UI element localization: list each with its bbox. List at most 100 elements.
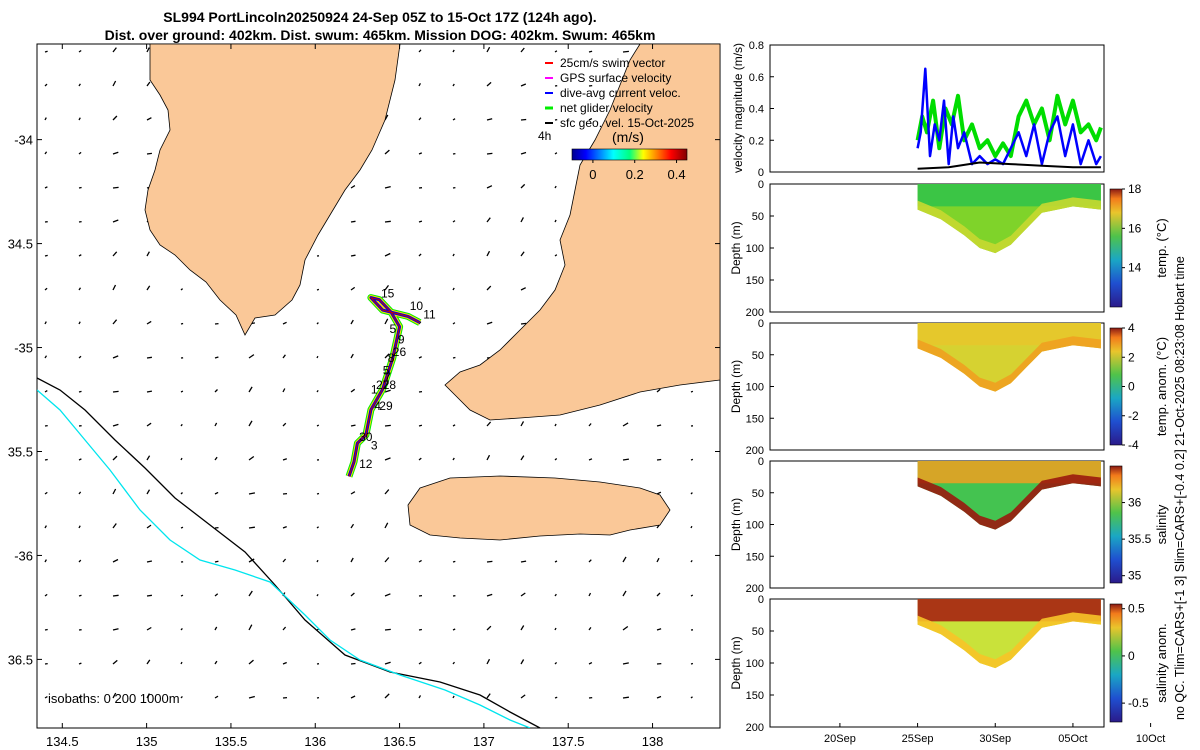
velocity-arrow <box>384 661 391 665</box>
velocity-arrow <box>146 422 152 427</box>
velocity-arrow <box>112 628 119 631</box>
section-bottom-layer <box>917 474 1101 530</box>
section-colorbar <box>1109 603 1123 723</box>
section-bottom-layer <box>917 197 1101 254</box>
velocity-arrow <box>418 628 423 631</box>
velocity-arrow <box>656 424 662 427</box>
track-label: 3 <box>371 438 378 452</box>
legend-dive-current: dive-avg current veloc. <box>560 86 681 100</box>
track-label: 5 <box>390 322 397 336</box>
isobath-200m <box>37 377 541 728</box>
section-y-tick-label: 200 <box>746 583 764 595</box>
velocity-arrow <box>282 458 287 461</box>
velocity-arrow <box>350 628 356 631</box>
velocity-arrow <box>146 285 151 291</box>
velocity-arrow <box>146 594 152 597</box>
velocity-arrow <box>520 183 526 189</box>
velocity-arrow <box>418 253 422 257</box>
velocity-arrow <box>180 492 183 495</box>
map-legend: 25cm/s swim vector GPS surface velocity … <box>538 56 694 182</box>
map-x-tick-label: 137 <box>473 734 495 749</box>
section-colorbar <box>1109 465 1123 584</box>
track-label: 15 <box>381 287 395 301</box>
velocity-arrow <box>78 525 81 529</box>
velocity-arrow <box>418 287 421 291</box>
velocity-arrow <box>44 287 48 291</box>
velocity-arrow <box>112 80 117 87</box>
velocity-arrow <box>146 356 152 359</box>
velocity-arrow <box>690 492 693 495</box>
velocity-arrow <box>112 115 118 121</box>
velocity-arrow <box>180 457 183 461</box>
section-bottom-layer <box>917 612 1101 669</box>
section-y-tick-label: 0 <box>758 179 764 191</box>
velocity-y-tick-label: 0.2 <box>749 135 764 147</box>
section-y-tick-label: 150 <box>746 275 764 287</box>
section-panel-3: 0 50 100 150 200 Depth (m) 4 2 0 -2 -4 temp. anom. … <box>729 318 1169 457</box>
velocity-arrow <box>588 559 592 563</box>
velocity-arrow <box>350 388 356 393</box>
side-note: no QC. Tlim=CARS+[-1 3] Slim=CARS+[-0.4 … <box>1173 256 1187 720</box>
velocity-arrow <box>588 627 592 631</box>
map-x-tick-label: 136.5 <box>383 734 416 749</box>
section-y-tick-label: 50 <box>752 211 764 223</box>
velocity-arrow <box>78 254 82 257</box>
velocity-arrow <box>384 489 390 495</box>
velocity-arrow <box>78 390 82 393</box>
velocity-arrow <box>78 695 82 699</box>
map-y-tick-label: -36 <box>14 548 33 563</box>
velocity-arrow <box>350 353 354 359</box>
land-kangaroo-island <box>407 475 671 541</box>
section-y-tick-label: 200 <box>746 445 764 457</box>
velocity-arrow <box>418 49 422 53</box>
velocity-y-axis: 0 0.2 0.4 0.6 0.8 <box>749 40 774 179</box>
velocity-arrow <box>350 424 356 427</box>
velocity-arrow <box>520 47 525 53</box>
map-x-tick-label: 135 <box>136 734 158 749</box>
velocity-arrow <box>112 423 119 427</box>
velocity-arrow <box>384 693 390 699</box>
velocity-arrow <box>384 389 391 393</box>
velocity-arrow <box>554 50 558 53</box>
velocity-arrow <box>112 151 119 155</box>
colorbar-tick-label: 0.2 <box>626 167 644 182</box>
velocity-arrow <box>248 590 253 597</box>
velocity-arrow <box>214 389 218 393</box>
isobaths-label: isobaths: 0 200 1000m <box>48 691 180 706</box>
velocity-arrow <box>554 560 558 563</box>
track-label: 30 <box>359 430 373 444</box>
velocity-arrow <box>78 151 82 155</box>
velocity-arrow <box>622 422 629 427</box>
land-eyre-peninsula <box>144 44 401 336</box>
velocity-arrow <box>452 457 455 461</box>
velocity-arrow <box>146 693 150 699</box>
velocity-arrow <box>690 662 694 665</box>
section-panel-5: 0 50 100 150 200 Depth (m) 0.5 0 -0.5 salinity an… <box>729 594 1169 734</box>
velocity-arrow <box>282 321 287 325</box>
track-label: 8 <box>388 351 395 365</box>
section-panel-4: 0 50 100 150 200 Depth (m) 36 35.5 35 salinity <box>729 456 1169 595</box>
velocity-arrow <box>452 695 455 699</box>
map-y-axis: -34 34.5 -35 35.5 -36 36.5 <box>8 133 720 667</box>
velocity-arrow <box>520 421 525 427</box>
velocity-arrow <box>282 388 286 393</box>
map-x-tick-label: 134.5 <box>46 734 79 749</box>
velocity-arrow <box>282 354 286 359</box>
velocity-arrow <box>316 492 320 495</box>
velocity-arrow <box>78 662 82 665</box>
velocity-arrow <box>146 489 151 495</box>
velocity-arrow <box>112 390 119 393</box>
glider-track <box>345 294 422 478</box>
velocity-arrow <box>146 117 152 121</box>
velocity-arrow <box>44 151 48 155</box>
velocity-arrow <box>554 185 557 189</box>
velocity-arrow <box>146 81 151 87</box>
velocity-arrow <box>112 251 118 257</box>
velocity-arrow <box>520 118 527 121</box>
velocity-arrow <box>44 254 48 257</box>
velocity-arrow <box>78 321 81 325</box>
velocity-arrow <box>316 390 319 393</box>
velocity-arrow <box>656 628 662 631</box>
track-label: 5 <box>383 364 390 378</box>
velocity-arrow <box>520 83 527 87</box>
